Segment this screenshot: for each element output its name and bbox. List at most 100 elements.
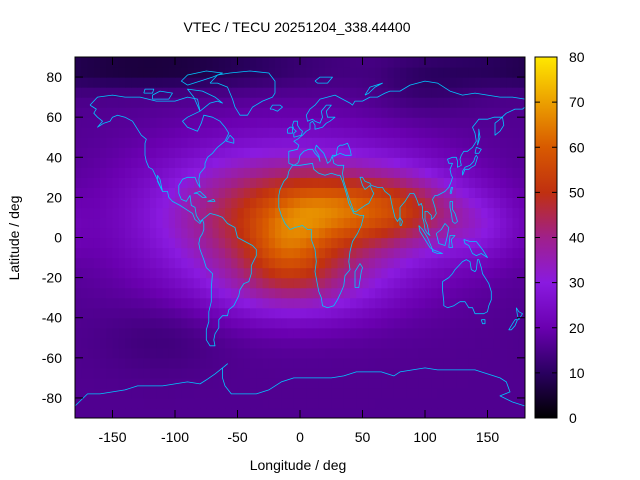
heatmap-cell xyxy=(412,377,420,389)
heatmap-cell xyxy=(237,277,245,289)
heatmap-cell xyxy=(493,267,501,279)
heatmap-cell xyxy=(437,127,445,138)
heatmap-cell xyxy=(87,397,95,409)
heatmap-cell xyxy=(125,197,132,209)
heatmap-cell xyxy=(381,297,389,309)
heatmap-cell xyxy=(362,247,370,259)
heatmap-cell xyxy=(187,127,195,138)
heatmap-cell xyxy=(475,237,482,249)
heatmap-cell xyxy=(312,277,320,289)
heatmap-cell xyxy=(181,177,189,188)
heatmap-cell xyxy=(206,187,214,198)
heatmap-cell xyxy=(425,347,432,359)
heatmap-cell xyxy=(318,87,326,98)
heatmap-cell xyxy=(356,257,364,269)
heatmap-cell xyxy=(350,77,357,88)
heatmap-cell xyxy=(168,137,176,148)
heatmap-cell xyxy=(181,207,189,219)
heatmap-cell xyxy=(375,87,382,98)
heatmap-cell xyxy=(343,157,351,168)
heatmap-cell xyxy=(193,137,201,148)
heatmap-cell xyxy=(375,57,382,68)
heatmap-cell xyxy=(412,187,420,198)
heatmap-cell xyxy=(218,117,226,128)
heatmap-cell xyxy=(100,407,107,418)
coastline-sumatra xyxy=(418,225,433,250)
heatmap-cell xyxy=(425,287,432,299)
heatmap-cell xyxy=(512,197,520,209)
heatmap-cell xyxy=(475,167,482,178)
heatmap-cell xyxy=(300,387,307,399)
heatmap-cell xyxy=(468,277,476,289)
heatmap-cell xyxy=(412,217,420,229)
heatmap-cell xyxy=(131,107,139,118)
heatmap-cell xyxy=(337,217,345,229)
heatmap-cell xyxy=(106,267,114,279)
heatmap-cell xyxy=(368,317,376,329)
heatmap-cell xyxy=(225,337,232,349)
heatmap-cell xyxy=(468,227,476,239)
heatmap-cell xyxy=(387,107,395,118)
heatmap-cell xyxy=(387,317,395,329)
heatmap-cell xyxy=(437,147,445,158)
heatmap-cell xyxy=(275,397,282,409)
heatmap-cell xyxy=(100,367,107,379)
heatmap-cell xyxy=(162,307,170,319)
heatmap-cell xyxy=(131,277,139,289)
heatmap-cell xyxy=(131,387,139,399)
heatmap-cell xyxy=(375,157,382,168)
heatmap-cell xyxy=(412,387,420,399)
heatmap-cell xyxy=(468,367,476,379)
heatmap-cell xyxy=(281,397,289,409)
heatmap-cell xyxy=(318,77,326,88)
heatmap-cell xyxy=(150,307,157,319)
heatmap-cell xyxy=(100,217,107,229)
heatmap-cell xyxy=(112,237,120,249)
coastline-new-zealand-south xyxy=(508,319,518,331)
heatmap-cell xyxy=(262,127,270,138)
coastline-newfoundland xyxy=(225,134,235,144)
heatmap-cell xyxy=(456,307,464,319)
heatmap-cell xyxy=(518,127,525,138)
heatmap-cell xyxy=(262,177,270,188)
heatmap-cell xyxy=(381,247,389,259)
heatmap-cell xyxy=(387,287,395,299)
heatmap-cell xyxy=(393,237,401,249)
heatmap-cell xyxy=(406,357,414,369)
heatmap-cell xyxy=(125,227,132,239)
heatmap-cell xyxy=(368,187,376,198)
heatmap-cell xyxy=(518,227,525,239)
heatmap-cell xyxy=(281,97,289,108)
heatmap-cell xyxy=(275,87,282,98)
heatmap-cell xyxy=(175,127,182,138)
heatmap-cell xyxy=(481,227,489,239)
heatmap-cell xyxy=(156,327,164,339)
heatmap-cell xyxy=(368,137,376,148)
heatmap-cell xyxy=(325,357,332,369)
heatmap-cell xyxy=(250,367,257,379)
heatmap-cell xyxy=(343,407,351,418)
heatmap-cell xyxy=(331,187,339,198)
heatmap-cell xyxy=(231,87,239,98)
heatmap-cell xyxy=(412,137,420,148)
heatmap-cell xyxy=(468,187,476,198)
heatmap-cell xyxy=(256,127,264,138)
heatmap-cell xyxy=(312,137,320,148)
heatmap-cell xyxy=(81,317,89,329)
heatmap-cell xyxy=(318,187,326,198)
heatmap-cell xyxy=(462,347,470,359)
coastline-svalbard xyxy=(314,76,333,84)
heatmap-cell xyxy=(243,397,251,409)
heatmap-cell xyxy=(143,347,151,359)
heatmap-cell xyxy=(231,277,239,289)
heatmap-cell xyxy=(175,307,182,319)
heatmap-cell xyxy=(431,327,439,339)
heatmap-cell xyxy=(400,357,407,369)
heatmap-cell xyxy=(425,67,432,78)
heatmap-cell xyxy=(143,237,151,249)
heatmap-cell xyxy=(168,247,176,259)
heatmap-cell xyxy=(106,327,114,339)
heatmap-cell xyxy=(350,307,357,319)
heatmap-cell xyxy=(231,407,239,418)
heatmap-cell xyxy=(412,197,420,209)
